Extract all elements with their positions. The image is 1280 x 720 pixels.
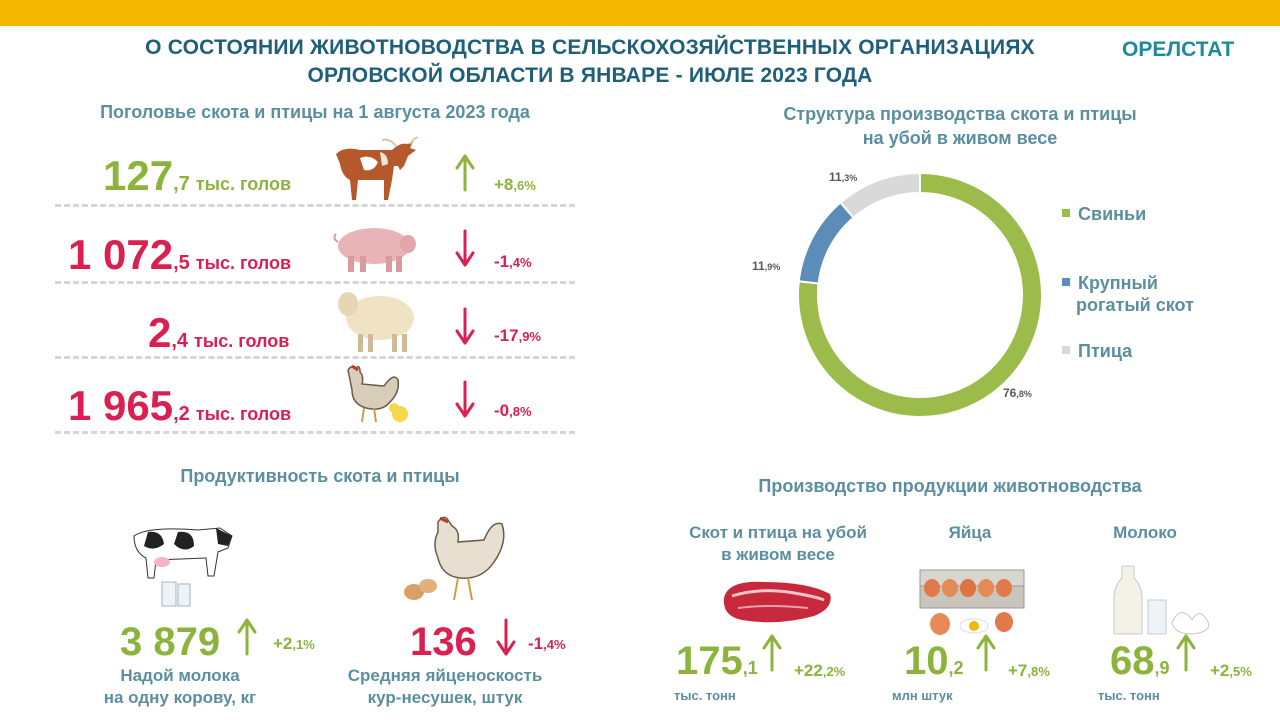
productivity-title: Продуктивность скота и птицы	[180, 466, 460, 486]
divider	[55, 356, 575, 359]
divider	[55, 281, 575, 284]
arrow-up-icon	[237, 618, 257, 656]
milk-yield-pct: +2,1%	[273, 634, 315, 653]
livestock-title: Поголовье скота и птицы на 1 августа 202…	[100, 102, 530, 122]
page-title-line1: О СОСТОЯНИИ ЖИВОТНОВОДСТВА В СЕЛЬСКОХОЗЯ…	[145, 36, 1035, 59]
meat-pct: +22,2%	[794, 661, 846, 680]
meat-value: 175,1	[676, 639, 758, 683]
donut-slice-poultry	[839, 171, 921, 220]
livestock-value-pigs: 1 072,5 тыс. голов	[68, 231, 292, 278]
donut-slice-pigs	[797, 171, 1043, 418]
dairy-cow-icon	[133, 527, 233, 607]
egg-laying-caption: Средняя яйценоскость кур-несушек, штук	[330, 665, 560, 709]
accent-bar	[0, 0, 1280, 26]
milk-pct: +2,5%	[1210, 661, 1252, 680]
legend-item-cattle: Крупный рогатый скот	[1062, 272, 1194, 316]
livestock-pct-cattle: +8,6%	[494, 175, 536, 194]
structure-title-line2: на убой в живом весе	[862, 128, 1058, 148]
hen-icon	[404, 516, 505, 601]
milk-bottle-icon	[1113, 565, 1210, 635]
milk-yield-caption: Надой молока на одну корову, кг	[70, 665, 290, 709]
meat-unit: тыс. тонн	[674, 688, 736, 703]
brand-logo: ОРЕЛСТАТ	[1122, 38, 1235, 61]
donut-label-cattle: 11,9%	[752, 259, 781, 273]
meat-caption-line2: в живом весе	[721, 545, 835, 564]
eggs-pct: +7,8%	[1008, 661, 1050, 680]
page-title-line2: ОРЛОВСКОЙ ОБЛАСТИ В ЯНВАРЕ - ИЮЛЕ 2023 Г…	[307, 64, 873, 87]
legend-item-poultry: Птица	[1062, 340, 1132, 362]
meat-caption: Скот и птица на убой в живом весе	[672, 522, 884, 566]
eggs-caption: Яйца	[948, 523, 992, 542]
production-title: Производство продукции животноводства	[758, 476, 1142, 496]
arrow-up-icon	[762, 634, 782, 672]
arrow-down-icon	[455, 380, 475, 418]
arrow-up-icon	[1176, 634, 1196, 672]
divider	[55, 431, 575, 434]
arrow-down-icon	[455, 229, 475, 267]
milk-yield-caption-line1: Надой молока	[120, 666, 240, 685]
egg-laying-caption-line1: Средняя яйценоскость	[347, 666, 543, 685]
livestock-value-poultry: 1 965,2 тыс. голов	[68, 382, 292, 429]
donut-slice-cattle	[797, 201, 855, 285]
legend-swatch	[1062, 209, 1070, 218]
donut-label-poultry: 11,3%	[829, 170, 858, 184]
cow-icon	[336, 136, 418, 200]
eggs-unit: млн штук	[892, 688, 953, 703]
meat-caption-line1: Скот и птица на убой	[689, 523, 867, 542]
donut-chart	[797, 171, 1043, 418]
arrow-down-icon	[496, 618, 516, 656]
meat-icon	[723, 581, 831, 623]
livestock-value-sheep: 2,4 тыс. голов	[148, 309, 290, 356]
arrow-up-icon	[976, 634, 996, 672]
legend-swatch	[1062, 278, 1070, 287]
egg-carton-icon	[919, 569, 1025, 635]
arrow-down-icon	[455, 307, 475, 345]
donut-label-pigs: 76,8%	[1003, 386, 1032, 400]
arrow-up-icon	[455, 154, 475, 192]
egg-laying-caption-line2: кур-несушек, штук	[367, 688, 523, 707]
structure-title: Структура производства скота и птицы на …	[700, 102, 1220, 150]
milk-caption: Молоко	[1113, 523, 1177, 542]
legend-swatch	[1062, 346, 1070, 355]
milk-yield-caption-line2: на одну корову, кг	[103, 688, 257, 707]
milk-unit: тыс. тонн	[1098, 688, 1160, 703]
sheep-icon	[338, 292, 414, 352]
livestock-pct-sheep: -17,9%	[494, 326, 541, 345]
chicken-icon	[347, 364, 408, 423]
milk-value: 68,9	[1110, 639, 1170, 683]
structure-title-line1: Структура производства скота и птицы	[783, 104, 1137, 124]
milk-yield-value: 3 879	[120, 620, 221, 664]
page-title: О СОСТОЯНИИ ЖИВОТНОВОДСТВА В СЕЛЬСКОХОЗЯ…	[70, 34, 1110, 90]
legend-item-pigs: Свиньи	[1062, 203, 1146, 225]
livestock-pct-poultry: -0,8%	[494, 401, 532, 420]
pig-icon	[333, 228, 416, 272]
livestock-pct-pigs: -1,4%	[494, 252, 532, 271]
divider	[55, 204, 575, 207]
egg-laying-pct: -1,4%	[528, 634, 566, 653]
eggs-value: 10,2	[904, 639, 964, 683]
livestock-value-cattle: 127,7 тыс. голов	[103, 152, 292, 199]
egg-laying-value: 136	[410, 620, 477, 664]
